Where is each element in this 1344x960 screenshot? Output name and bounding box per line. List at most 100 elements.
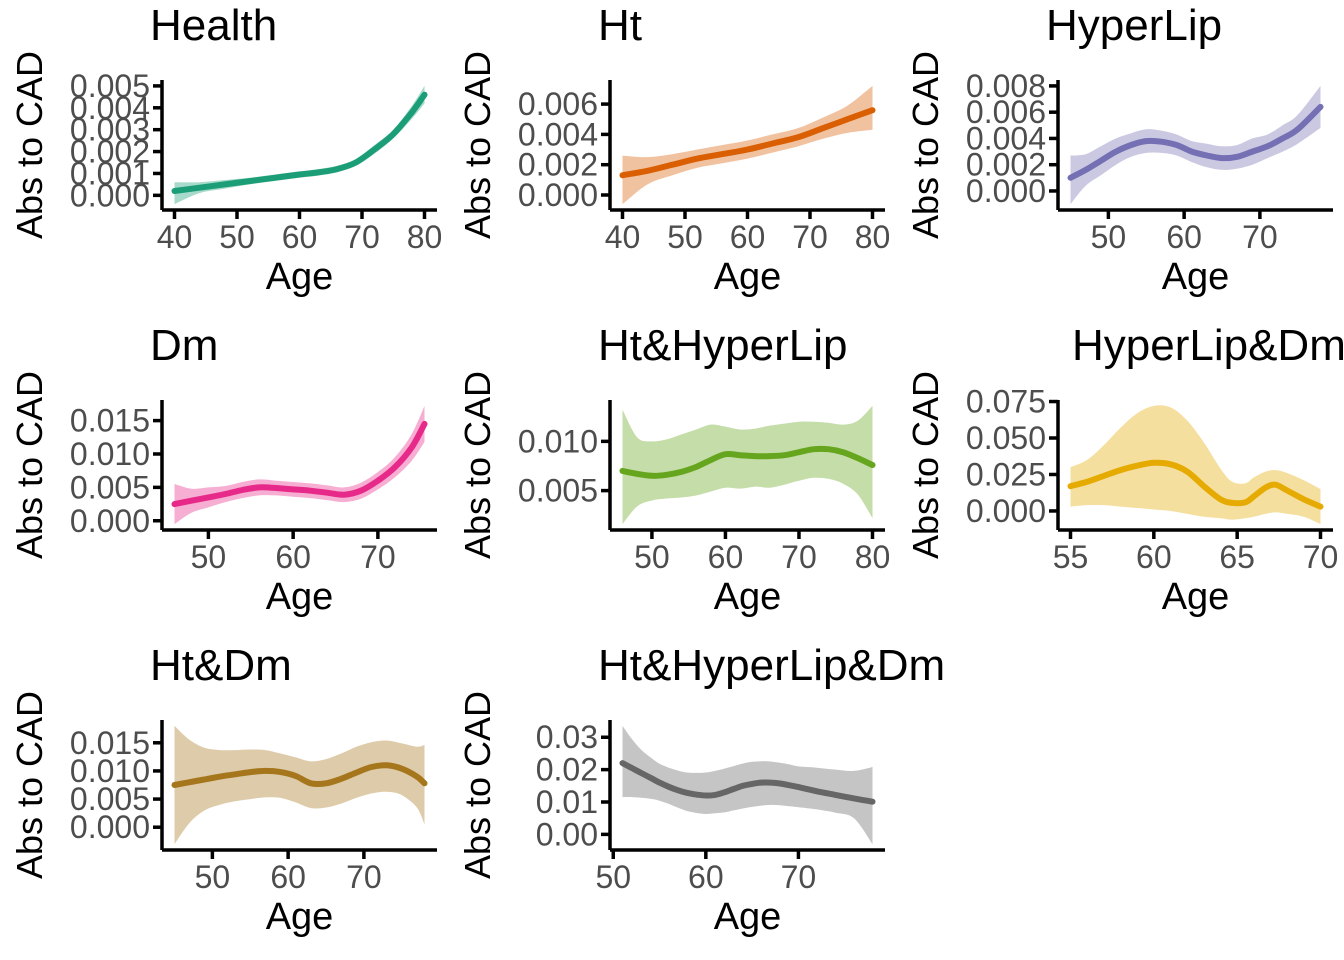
x-tick-label: 70 bbox=[781, 539, 817, 575]
trend-line bbox=[619, 107, 876, 179]
x-axis-title: Age bbox=[265, 576, 334, 618]
y-tick-label: 0.000 bbox=[70, 177, 150, 213]
x-tick-label: 70 bbox=[1303, 539, 1339, 575]
x-tick-label: 60 bbox=[730, 219, 766, 255]
y-tick-label: 0.00 bbox=[536, 816, 598, 852]
panel-title: Ht&Dm bbox=[150, 641, 292, 690]
x-tick-label: 60 bbox=[270, 859, 306, 895]
y-tick-label: 0.015 bbox=[70, 725, 150, 761]
y-tick-label: 0.025 bbox=[966, 456, 1046, 492]
confidence-band bbox=[174, 85, 425, 205]
panel-hyperlip-dm: HyperLip&Dm Abs to CAD 55 60 65 70 0.000 0.02… bbox=[896, 320, 1344, 640]
y-tick-label: 0.005 bbox=[70, 469, 150, 505]
x-tick-label: 70 bbox=[781, 859, 817, 895]
panel-health: Health Abs to CAD 40 50 60 70 80 0.000 0.001 0.… bbox=[0, 0, 448, 320]
trend-line bbox=[171, 762, 428, 788]
y-tick-label: 0.050 bbox=[966, 420, 1046, 456]
y-tick-label: 0.000 bbox=[70, 503, 150, 539]
x-tick-label: 50 bbox=[191, 539, 227, 575]
x-axis-title: Age bbox=[265, 256, 334, 298]
x-tick-label: 70 bbox=[344, 219, 380, 255]
y-tick-label: 0.005 bbox=[70, 781, 150, 817]
x-tick-label: 80 bbox=[855, 219, 891, 255]
x-tick-label: 80 bbox=[407, 219, 443, 255]
x-tick-label: 50 bbox=[595, 859, 631, 895]
y-tick-label: 0.01 bbox=[536, 784, 598, 820]
panel-hyperlip: HyperLip Abs to CAD 50 60 70 0.000 0.002 0.00… bbox=[896, 0, 1344, 320]
x-tick-label: 40 bbox=[605, 219, 641, 255]
panel-ht-hyperlip-dm: Ht&HyperLip&Dm Abs to CAD 50 60 70 0.00 0.01… bbox=[448, 640, 945, 960]
confidence-band bbox=[174, 725, 425, 845]
panel-title: Ht bbox=[598, 1, 642, 50]
x-tick-label: 60 bbox=[688, 859, 724, 895]
y-tick-label: 0.075 bbox=[966, 384, 1046, 420]
panel-title: Dm bbox=[150, 321, 219, 370]
y-tick-label: 0.000 bbox=[966, 493, 1046, 529]
y-tick-label: 0.010 bbox=[518, 423, 598, 459]
panel-ht: Ht Abs to CAD 40 50 60 70 80 0.000 0.002 0.004 0… bbox=[448, 0, 896, 320]
trend-line bbox=[1067, 459, 1324, 510]
y-tick-label: 0.010 bbox=[70, 436, 150, 472]
y-tick-label: 0.002 bbox=[70, 134, 150, 170]
x-tick-label: 60 bbox=[1136, 539, 1172, 575]
y-tick-label: 0.010 bbox=[70, 753, 150, 789]
x-tick-label: 50 bbox=[195, 859, 231, 895]
x-tick-label: 60 bbox=[275, 539, 311, 575]
x-tick-label: 70 bbox=[360, 539, 396, 575]
y-tick-label: 0.02 bbox=[536, 752, 598, 788]
y-tick-label: 0.015 bbox=[70, 403, 150, 439]
panel-ht-dm: Ht&Dm Abs to CAD 50 60 70 0.000 0.005 0.010 0.… bbox=[0, 640, 448, 960]
trend-line bbox=[1067, 103, 1324, 181]
x-tick-label: 50 bbox=[667, 219, 703, 255]
y-tick-label: 0.03 bbox=[536, 719, 598, 755]
y-tick-label: 0.004 bbox=[70, 90, 150, 126]
trend-line bbox=[619, 760, 876, 805]
y-tick-label: 0.008 bbox=[966, 68, 1046, 104]
x-tick-label: 50 bbox=[1091, 219, 1127, 255]
panel-ht-hyperlip: Ht&HyperLip Abs to CAD 50 60 70 80 0.005 0.01… bbox=[448, 320, 896, 640]
x-tick-label: 50 bbox=[219, 219, 255, 255]
trend-line bbox=[171, 91, 428, 194]
y-tick-label: 0.005 bbox=[518, 473, 598, 509]
x-axis-title: Age bbox=[713, 896, 782, 938]
y-tick-label: 0.005 bbox=[70, 68, 150, 104]
y-tick-label: 0.006 bbox=[518, 86, 598, 122]
panel-title: HyperLip bbox=[1046, 1, 1223, 50]
confidence-band bbox=[174, 405, 425, 525]
confidence-band bbox=[1070, 85, 1321, 205]
panel-dm: Dm Abs to CAD 50 60 70 0.000 0.005 0.010 0.015… bbox=[0, 320, 448, 640]
x-tick-label: 60 bbox=[1166, 219, 1202, 255]
y-tick-label: 0.004 bbox=[966, 120, 1046, 156]
confidence-band bbox=[1070, 405, 1321, 525]
plot-ht-hyperlip-dm: 50 60 70 0.000.010.020.03 bbox=[536, 719, 885, 895]
trend-line bbox=[171, 420, 428, 508]
trend-line bbox=[619, 445, 876, 479]
confidence-band bbox=[622, 85, 873, 205]
panel-title: Health bbox=[150, 1, 278, 50]
x-axis-title: Age bbox=[1161, 576, 1230, 618]
x-tick-label: 65 bbox=[1219, 539, 1255, 575]
x-tick-label: 40 bbox=[157, 219, 193, 255]
plot-ht-hyperlip: 50 60 70 80 0.005 0.010 bbox=[518, 400, 891, 575]
x-tick-label: 80 bbox=[855, 539, 891, 575]
y-tick-label: 0.003 bbox=[70, 112, 150, 148]
x-tick-label: 60 bbox=[282, 219, 318, 255]
y-tick-label: 0.002 bbox=[966, 147, 1046, 183]
x-axis-title: Age bbox=[1161, 256, 1230, 298]
panel-title: Ht&HyperLip&Dm bbox=[598, 641, 946, 690]
y-tick-label: 0.006 bbox=[966, 94, 1046, 130]
y-tick-label: 0.001 bbox=[70, 155, 150, 191]
x-tick-label: 70 bbox=[792, 219, 828, 255]
panel-title: Ht&HyperLip bbox=[598, 321, 848, 370]
y-tick-label: 0.000 bbox=[518, 177, 598, 213]
panel-empty bbox=[896, 640, 1344, 960]
y-tick-label: 0.000 bbox=[966, 173, 1046, 209]
x-tick-label: 70 bbox=[1242, 219, 1278, 255]
